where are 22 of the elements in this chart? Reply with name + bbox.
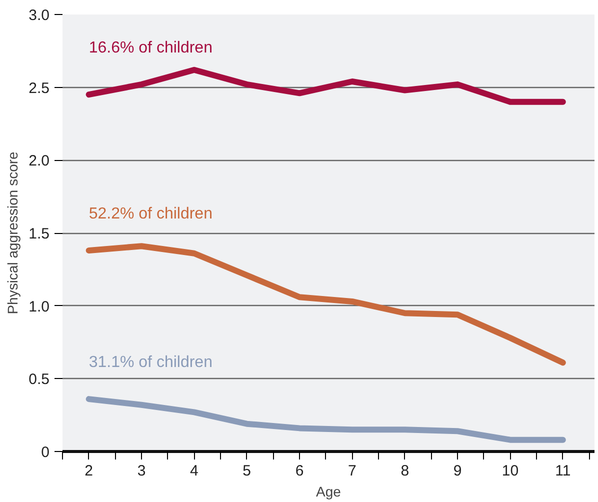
y-axis-title: Physical aggression score [4,151,21,314]
y-tick-label: 0.5 [28,371,50,388]
x-tick-label: 9 [453,462,462,480]
y-tick-label: 0 [41,444,50,461]
x-tick-label: 7 [348,462,356,480]
series-label: 52.2% of children [88,205,212,222]
x-tick-label: 6 [295,462,304,480]
y-tick-label: 1.0 [28,298,50,316]
y-tick-label: 1.5 [28,226,50,242]
y-tick-label: 2.5 [28,80,50,97]
y-tick-label: 2.0 [28,152,50,170]
x-tick-label: 5 [242,462,252,480]
x-tick-label: 10 [502,462,519,480]
x-tick-label: 3 [137,462,146,480]
series-label: 31.1% of children [88,354,212,372]
x-tick-label: 2 [84,462,94,480]
series-label: 16.6% of children [88,40,212,57]
x-tick-label: 4 [190,462,198,480]
x-axis-title: Age [316,484,342,500]
x-tick-label: 8 [400,462,410,480]
x-tick-label: 11 [555,462,571,480]
y-tick-label: 3.0 [28,7,50,24]
